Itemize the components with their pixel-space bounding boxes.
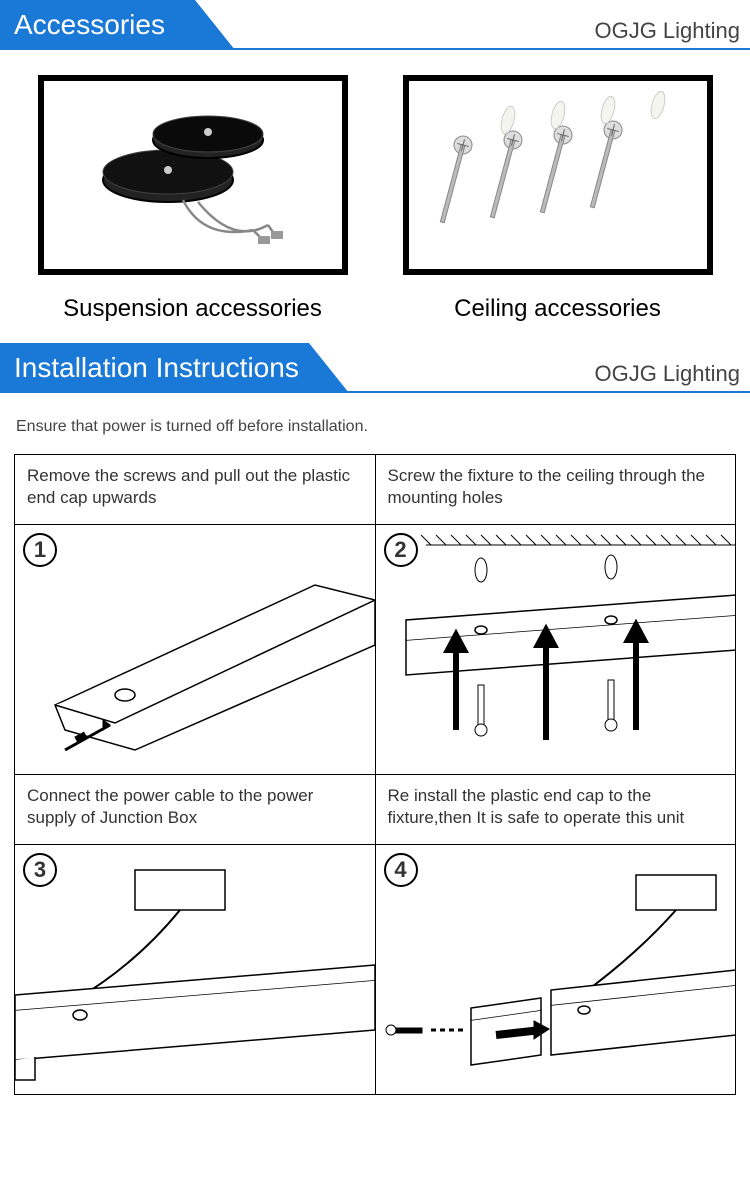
step-1-image: 1 — [15, 525, 376, 775]
suspension-label: Suspension accessories — [38, 295, 348, 323]
step-3-image: 3 — [15, 845, 376, 1095]
accessory-item-suspension: Suspension accessories — [38, 75, 348, 323]
step-4-image: 4 — [376, 845, 737, 1095]
step-2-text: Screw the fixture to the ceiling through… — [376, 455, 737, 525]
brand-label-1: OGJG Lighting — [594, 18, 740, 44]
step-2-image: 2 — [376, 525, 737, 775]
accessories-row: Suspension accessories — [0, 75, 750, 343]
suspension-image — [38, 75, 348, 275]
ceiling-image — [403, 75, 713, 275]
ceiling-label: Ceiling accessories — [403, 295, 713, 323]
accessories-header: Accessories OGJG Lighting — [0, 0, 750, 50]
step-3-num: 3 — [23, 853, 57, 887]
step-1-text: Remove the screws and pull out the plast… — [15, 455, 376, 525]
brand-label-2: OGJG Lighting — [594, 361, 740, 387]
step-2-num: 2 — [384, 533, 418, 567]
step-1-num: 1 — [23, 533, 57, 567]
install-header: Installation Instructions OGJG Lighting — [0, 343, 750, 393]
install-title: Installation Instructions — [0, 343, 309, 393]
install-warning: Ensure that power is turned off before i… — [0, 418, 750, 454]
steps-grid: Remove the screws and pull out the plast… — [14, 454, 736, 1095]
step-4-text: Re install the plastic end cap to the fi… — [376, 775, 737, 845]
accessory-item-ceiling: Ceiling accessories — [403, 75, 713, 323]
step-4-num: 4 — [384, 853, 418, 887]
step-3-text: Connect the power cable to the power sup… — [15, 775, 376, 845]
accessories-title: Accessories — [0, 0, 195, 50]
